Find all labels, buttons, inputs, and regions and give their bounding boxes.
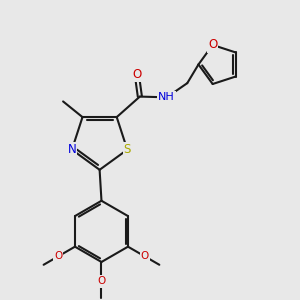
Text: N: N <box>68 143 76 156</box>
Text: S: S <box>124 143 131 156</box>
Text: NH: NH <box>158 92 175 102</box>
Text: O: O <box>98 276 106 286</box>
Text: O: O <box>141 251 149 261</box>
Text: O: O <box>54 251 62 261</box>
Text: O: O <box>132 68 142 81</box>
Text: O: O <box>208 38 217 52</box>
